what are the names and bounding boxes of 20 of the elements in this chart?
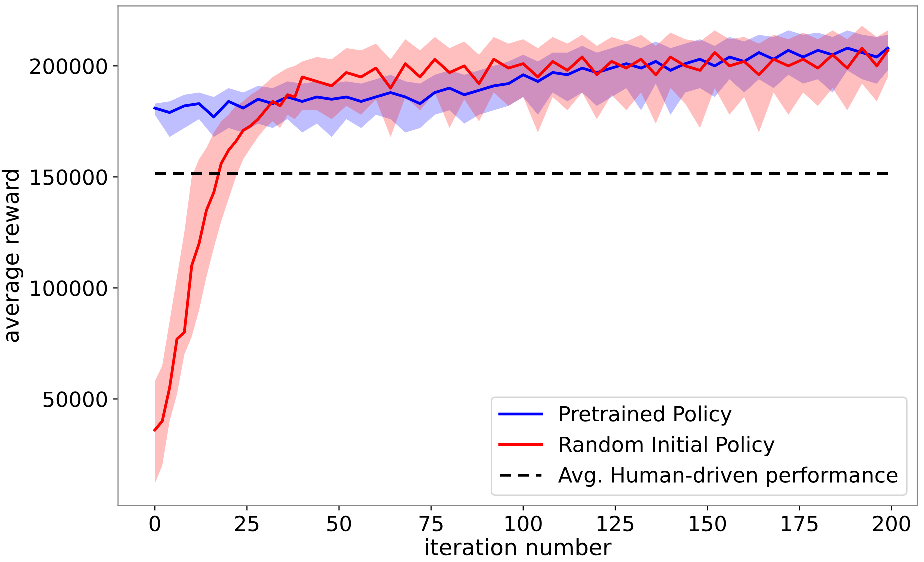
y-tick-label: 100000 (31, 280, 108, 296)
y-tick-label: 200000 (30, 58, 108, 74)
x-tick-label: 150 (690, 516, 726, 532)
x-tick-label: 200 (873, 516, 910, 532)
x-axis-title: iteration number (426, 538, 612, 556)
x-tick-label: 0 (150, 516, 160, 532)
legend-label: Random Initial Policy (560, 436, 775, 456)
x-tick-label: 125 (598, 516, 634, 532)
x-tick-label: 100 (506, 516, 542, 532)
x-tick-label: 50 (328, 516, 352, 532)
legend-label: Pretrained Policy (560, 406, 732, 426)
x-tick-label: 25 (235, 516, 259, 532)
y-tick-label: 150000 (31, 170, 108, 186)
x-tick-label: 75 (420, 516, 443, 532)
x-tick-label: 175 (782, 516, 818, 532)
y-axis-title: average reward (2, 170, 24, 342)
line-series (154, 46, 890, 119)
legend-label: Avg. Human-driven performance (558, 466, 898, 488)
y-tick-label: 50000 (44, 392, 108, 408)
line-series (154, 46, 890, 432)
